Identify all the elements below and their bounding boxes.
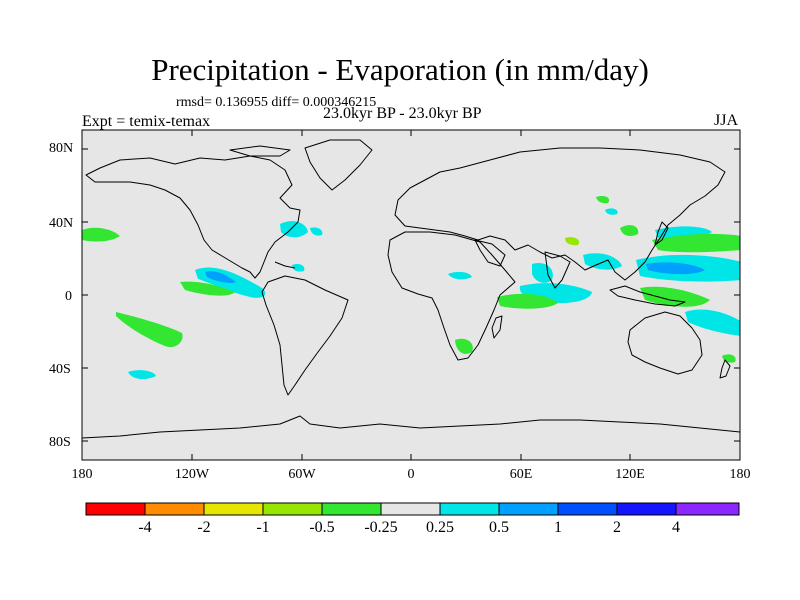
colorbar-label-10: 4 bbox=[672, 519, 680, 536]
map-title: Precipitation - Evaporation (in mm/day) bbox=[151, 52, 649, 87]
colorbar-box-8 bbox=[498, 502, 559, 516]
coastline-indonesia bbox=[609, 285, 686, 307]
lat-tick-label-80n: 80N bbox=[49, 141, 74, 156]
lon-tick-label-0: 0 bbox=[407, 467, 415, 482]
colorbar-label-6: 0.25 bbox=[426, 519, 454, 536]
map-background bbox=[82, 130, 740, 460]
colorbar-label-3: -1 bbox=[256, 519, 270, 536]
lat-tick-label-0: 0 bbox=[65, 289, 72, 304]
coastline-north-america bbox=[85, 155, 301, 279]
colorbar-box-9 bbox=[557, 502, 618, 516]
lon-tick-label-180w: 180 bbox=[71, 467, 93, 482]
coastline-caribbean bbox=[274, 261, 296, 269]
anomaly-patch bbox=[652, 233, 740, 253]
anomaly-patch bbox=[116, 312, 183, 348]
colorbar-box-6 bbox=[380, 502, 441, 516]
anomaly-patch bbox=[82, 227, 120, 242]
anomaly-patch bbox=[640, 286, 710, 307]
anomaly-patch bbox=[310, 227, 323, 236]
coastline-eurasia bbox=[394, 147, 726, 281]
colorbar-label-1: -4 bbox=[138, 519, 152, 536]
colorbar-box-10 bbox=[616, 502, 677, 516]
anomaly-patch bbox=[620, 225, 639, 236]
anomaly-patch bbox=[205, 271, 236, 284]
colorbar bbox=[85, 502, 740, 516]
anomaly-patch bbox=[685, 309, 740, 336]
coastline-madagascar bbox=[491, 315, 503, 339]
lat-tick-label-40n: 40N bbox=[49, 216, 74, 231]
anomaly-patch bbox=[292, 263, 305, 272]
coastline-australia bbox=[627, 311, 703, 375]
anomaly-patch bbox=[455, 338, 473, 354]
coastline-new-zealand bbox=[719, 359, 731, 379]
colorbar-label-7: 0.5 bbox=[489, 519, 509, 536]
colorbar-box-11 bbox=[675, 502, 740, 516]
coastline-india bbox=[544, 251, 571, 289]
colorbar-box-2 bbox=[144, 502, 205, 516]
anomaly-patch bbox=[605, 208, 618, 215]
anomaly-patch bbox=[497, 293, 558, 309]
anomaly-patch bbox=[596, 195, 610, 204]
rmsd-diff-text: rmsd= 0.136955 diff= 0.000346215 bbox=[176, 95, 377, 110]
lat-tick-label-80s: 80S bbox=[49, 435, 71, 450]
positive-anomaly-patches bbox=[128, 208, 740, 380]
lon-tick-label-120e: 120E bbox=[615, 467, 645, 482]
negative-anomaly-patches bbox=[82, 195, 740, 363]
colorbar-box-1 bbox=[85, 502, 146, 516]
axis-ticks bbox=[82, 130, 740, 460]
lon-tick-label-60e: 60E bbox=[509, 467, 533, 482]
colorbar-label-2: -2 bbox=[197, 519, 211, 536]
season-label: JJA bbox=[714, 112, 739, 129]
anomaly-patch bbox=[583, 253, 622, 270]
colorbar-box-7 bbox=[439, 502, 500, 516]
colorbar-label-5: -0.25 bbox=[364, 519, 398, 536]
lon-tick-label-180e: 180 bbox=[729, 467, 751, 482]
coastline-antarctica bbox=[82, 415, 740, 439]
anomaly-patch bbox=[646, 262, 705, 275]
coastlines bbox=[82, 139, 740, 439]
anomaly-patch bbox=[448, 271, 472, 280]
experiment-label: Expt = temix-temax bbox=[82, 113, 211, 130]
lon-tick-label-60w: 60W bbox=[288, 467, 316, 482]
lat-tick-label-40s: 40S bbox=[49, 362, 71, 377]
anomaly-patch bbox=[565, 237, 580, 246]
colorbar-box-5 bbox=[321, 502, 382, 516]
anomaly-patch bbox=[532, 262, 553, 283]
anomaly-patch bbox=[180, 281, 235, 296]
colorbar-label-8: 1 bbox=[554, 519, 562, 536]
lon-tick-label-120w: 120W bbox=[174, 467, 210, 482]
coastline-arabia bbox=[474, 239, 506, 267]
coastline-arctic-islands bbox=[229, 145, 291, 157]
coastline-africa bbox=[387, 231, 516, 361]
coastline-japan bbox=[654, 221, 669, 246]
coastline-greenland bbox=[304, 139, 373, 191]
colorbar-box-3 bbox=[203, 502, 264, 516]
colorbar-label-9: 2 bbox=[613, 519, 621, 536]
period-label: 23.0kyr BP - 23.0kyr BP bbox=[323, 105, 482, 122]
coastline-south-america bbox=[261, 275, 349, 396]
colorbar-box-4 bbox=[262, 502, 323, 516]
anomaly-patch bbox=[128, 370, 156, 380]
colorbar-label-4: -0.5 bbox=[309, 519, 335, 536]
